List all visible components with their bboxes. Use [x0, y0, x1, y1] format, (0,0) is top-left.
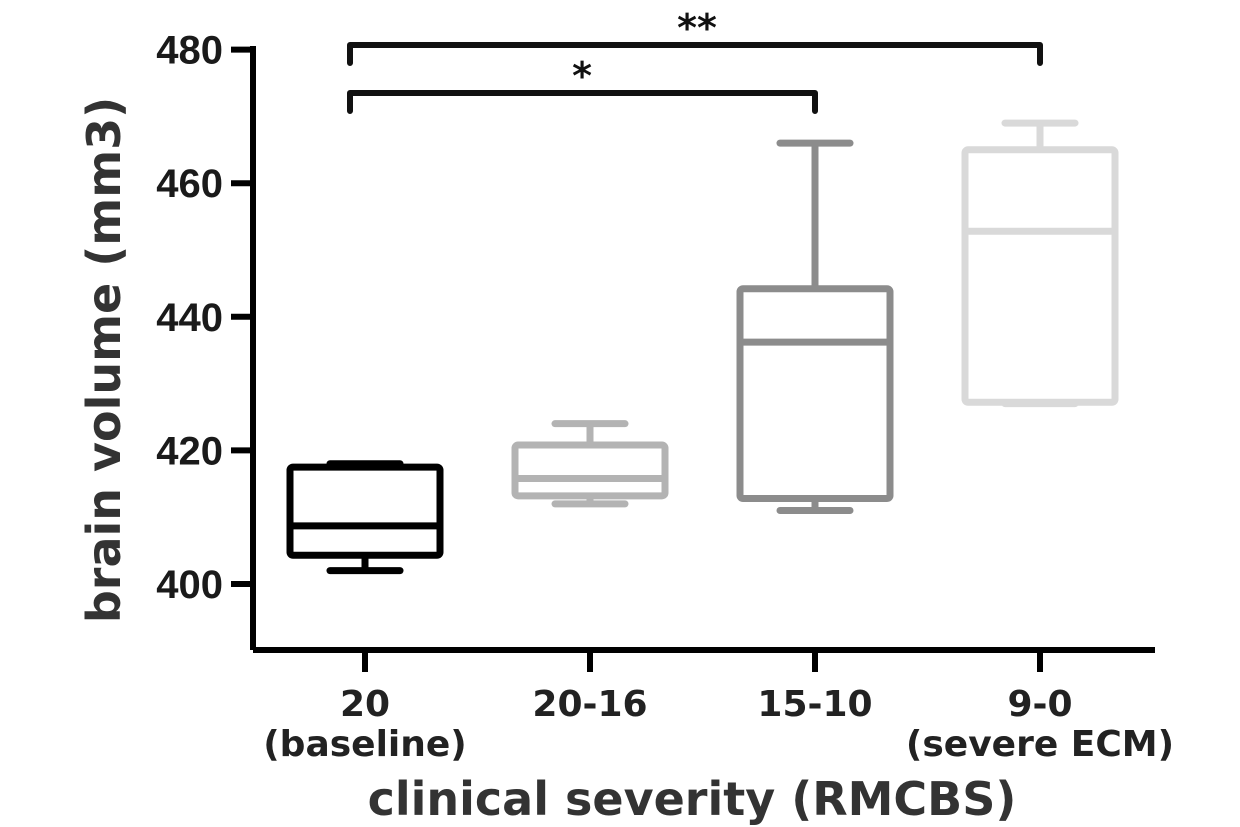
x-tick-sublabel-3: (severe ECM) [906, 724, 1174, 765]
x-ticks: 20(baseline) 20-16 15-10 9-0(severe ECM) [263, 650, 1174, 765]
box-group-2 [736, 139, 894, 515]
box-group-1 [511, 420, 669, 508]
box-iqr-2 [736, 285, 894, 502]
y-tick-label-460: 460 [156, 162, 223, 206]
y-tick-label-400: 400 [156, 563, 223, 607]
box-iqr-1 [511, 441, 669, 500]
significance-bracket-0: ** [347, 6, 1043, 66]
boxes [286, 119, 1119, 575]
significance-label-0: ** [677, 6, 717, 50]
x-tick-label-2: 15-10 [757, 684, 872, 725]
box-iqr-0 [286, 463, 444, 559]
y-tick-label-480: 480 [156, 29, 223, 73]
x-tick-label-1: 20-16 [532, 684, 647, 725]
significance-line-1 [347, 90, 818, 114]
box-group-0 [286, 460, 444, 575]
significance-brackets: *** [347, 6, 1043, 114]
y-tick-label-420: 420 [156, 429, 223, 473]
y-ticks: 400 420 440 460 480 [156, 29, 253, 607]
box-iqr-3 [961, 146, 1119, 406]
significance-bracket-1: * [347, 54, 818, 114]
x-axis-title: clinical severity (RMCBS) [368, 772, 1017, 826]
significance-line-0 [347, 42, 1043, 66]
box-group-3 [961, 119, 1119, 408]
y-tick-label-440: 440 [156, 296, 223, 340]
x-tick-label-3: 9-0 [1007, 684, 1072, 725]
x-tick-sublabel-0: (baseline) [263, 724, 467, 765]
significance-label-1: * [572, 54, 592, 98]
y-axis-title: brain volume (mm3) [77, 97, 131, 623]
x-tick-label-0: 20 [340, 684, 390, 725]
